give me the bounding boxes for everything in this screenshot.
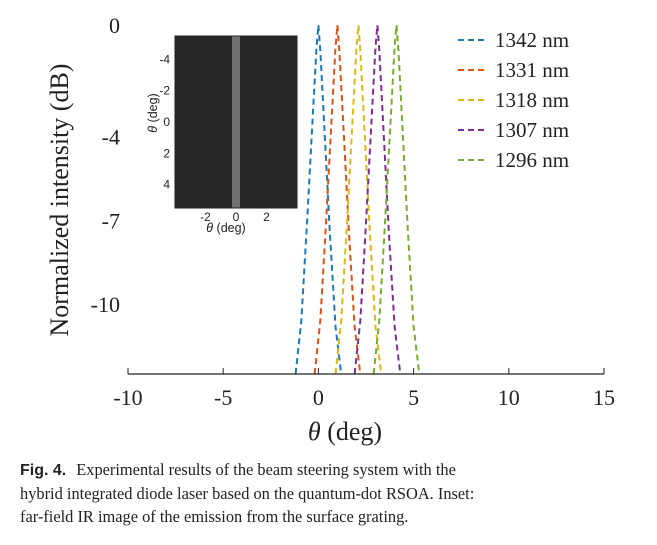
y-tick-label: -7: [102, 208, 120, 233]
legend-label: 1307 nm: [495, 118, 569, 142]
legend-label: 1318 nm: [495, 88, 569, 112]
x-axis-title: θ (deg): [308, 417, 382, 446]
legend-label: 1296 nm: [495, 148, 569, 172]
inset-bright-stripe: [232, 36, 240, 208]
inset-x-tick-label: -2: [200, 210, 211, 224]
main-plot: -10 -5 0 5 10 15 0 -4 -7 -10 θ (deg) Normalized …: [45, 13, 615, 446]
y-tick-label: 0: [109, 13, 120, 38]
series-layer: [294, 24, 421, 375]
inset-image: -2 0 2 -4 -2 0 2 4 θ (deg) θ (deg): [146, 35, 298, 235]
legend-label: 1331 nm: [495, 58, 569, 82]
caption-line-1: Fig. 4. Experimental results of the beam …: [20, 458, 648, 482]
caption-line-3: far-field IR image of the emission from …: [20, 507, 409, 526]
x-tick-label: 10: [498, 385, 520, 410]
y-axis-title: Normalized intensity (dB): [45, 64, 74, 337]
y-tick-label: -10: [91, 292, 120, 317]
x-tick-label: -5: [214, 385, 232, 410]
figure-label: Fig. 4.: [20, 462, 67, 479]
inset-x-axis-title: θ (deg): [206, 221, 245, 235]
y-ticks: 0 -4 -7 -10: [91, 13, 120, 317]
x-tick-label: 0: [313, 385, 324, 410]
caption-text-1: Experimental results of the beam steerin…: [76, 460, 456, 479]
legend: 1342 nm 1331 nm 1318 nm 1307 nm 1296 nm: [458, 28, 569, 172]
y-tick-label: -4: [102, 125, 120, 150]
inset-x-ticks: -2 0 2: [200, 210, 270, 224]
x-tick-label: -10: [113, 385, 142, 410]
inset-y-tick-label: 2: [163, 146, 170, 160]
caption-line-2: hybrid integrated diode laser based on t…: [20, 484, 475, 503]
inset-frame: [174, 35, 298, 209]
figure-caption: Fig. 4. Experimental results of the beam …: [20, 458, 648, 528]
inset-y-axis-title: θ (deg): [146, 93, 160, 132]
inset-x-tick-label: 0: [233, 210, 240, 224]
inset-y-tick-label: -2: [159, 84, 170, 98]
inset-y-tick-label: -4: [159, 52, 170, 66]
inset-y-tick-label: 4: [163, 178, 170, 192]
chart: -10 -5 0 5 10 15 0 -4 -7 -10 θ (deg) Normalized …: [45, 13, 615, 446]
series-line-1: [294, 24, 343, 375]
inset-x-tick-label: 2: [263, 210, 270, 224]
x-tick-label: 5: [408, 385, 419, 410]
inset-y-tick-label: 0: [163, 115, 170, 129]
legend-label: 1342 nm: [495, 28, 569, 52]
series-line-3: [334, 24, 383, 375]
inset-y-ticks: -4 -2 0 2 4: [159, 52, 170, 191]
x-tick-label: 15: [593, 385, 615, 410]
x-ticks: -10 -5 0 5 10 15: [113, 368, 615, 410]
